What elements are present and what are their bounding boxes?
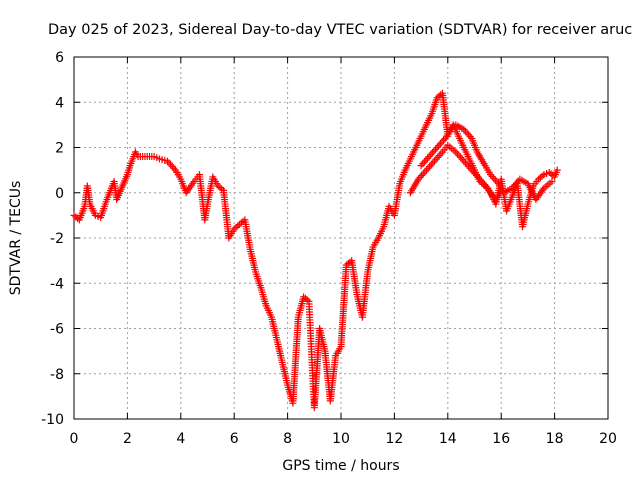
data-point (432, 145, 440, 153)
data-point (432, 155, 440, 163)
data-point (428, 149, 436, 157)
data-point (424, 154, 432, 162)
data-point (465, 131, 473, 139)
y-axis-label: SDTVAR / TECUs (8, 181, 24, 296)
data-point (429, 159, 437, 167)
data-point (497, 186, 505, 194)
y-tick-label: -2 (50, 231, 64, 247)
data-point (490, 174, 498, 182)
x-tick-label: 6 (230, 431, 239, 447)
data-point (430, 147, 438, 155)
data-point (422, 166, 430, 174)
data-point (425, 153, 433, 161)
data-point (418, 172, 426, 180)
data-point (426, 163, 434, 171)
y-tick-label: -10 (41, 412, 64, 428)
data-point (553, 166, 561, 174)
x-tick-label: 8 (283, 431, 292, 447)
data-point (427, 151, 435, 159)
data-point (168, 163, 176, 171)
data-point (455, 152, 463, 160)
y-tick-label: 6 (55, 50, 64, 66)
data-point (424, 164, 432, 172)
x-tick-label: 14 (439, 431, 457, 447)
data-point (437, 150, 445, 158)
y-tick-label: 0 (55, 186, 64, 202)
data-point (436, 140, 444, 148)
data-points (70, 89, 561, 412)
data-point (438, 138, 446, 146)
grid (74, 57, 608, 419)
data-point (422, 156, 430, 164)
data-point (417, 162, 425, 170)
data-point (453, 150, 461, 158)
data-point (427, 161, 435, 169)
data-point (457, 153, 465, 161)
data-point (420, 158, 428, 166)
y-tick-label: 4 (55, 95, 64, 111)
x-tick-label: 16 (492, 431, 510, 447)
data-point (421, 168, 429, 176)
data-point (419, 170, 427, 178)
x-tick-label: 12 (385, 431, 403, 447)
x-tick-label: 10 (332, 431, 350, 447)
y-tick-label: 2 (55, 141, 64, 157)
data-point (491, 176, 499, 184)
x-tick-label: 20 (599, 431, 617, 447)
data-point (434, 153, 442, 161)
chart-title: Day 025 of 2023, Sidereal Day-to-day VTE… (48, 22, 632, 38)
x-tick-label: 0 (70, 431, 79, 447)
data-point (435, 142, 443, 150)
x-axis-label: GPS time / hours (282, 458, 399, 474)
data-point (461, 159, 469, 167)
data-point (167, 161, 175, 169)
data-point (430, 157, 438, 165)
data-point (435, 152, 443, 160)
data-point (433, 144, 441, 151)
data-point (548, 177, 556, 185)
y-tick-label: -4 (50, 276, 64, 292)
x-tick-label: 2 (123, 431, 132, 447)
data-point (463, 129, 471, 137)
y-axis: -10 -8 -6 -4 -2 0 2 4 6 (41, 50, 608, 428)
x-tick-label: 4 (176, 431, 185, 447)
data-point (419, 160, 427, 168)
x-axis: 0 2 4 6 8 10 12 14 16 18 20 (70, 57, 617, 447)
y-tick-label: -8 (50, 367, 64, 383)
x-tick-label: 18 (546, 431, 564, 447)
y-tick-label: -6 (50, 322, 64, 338)
